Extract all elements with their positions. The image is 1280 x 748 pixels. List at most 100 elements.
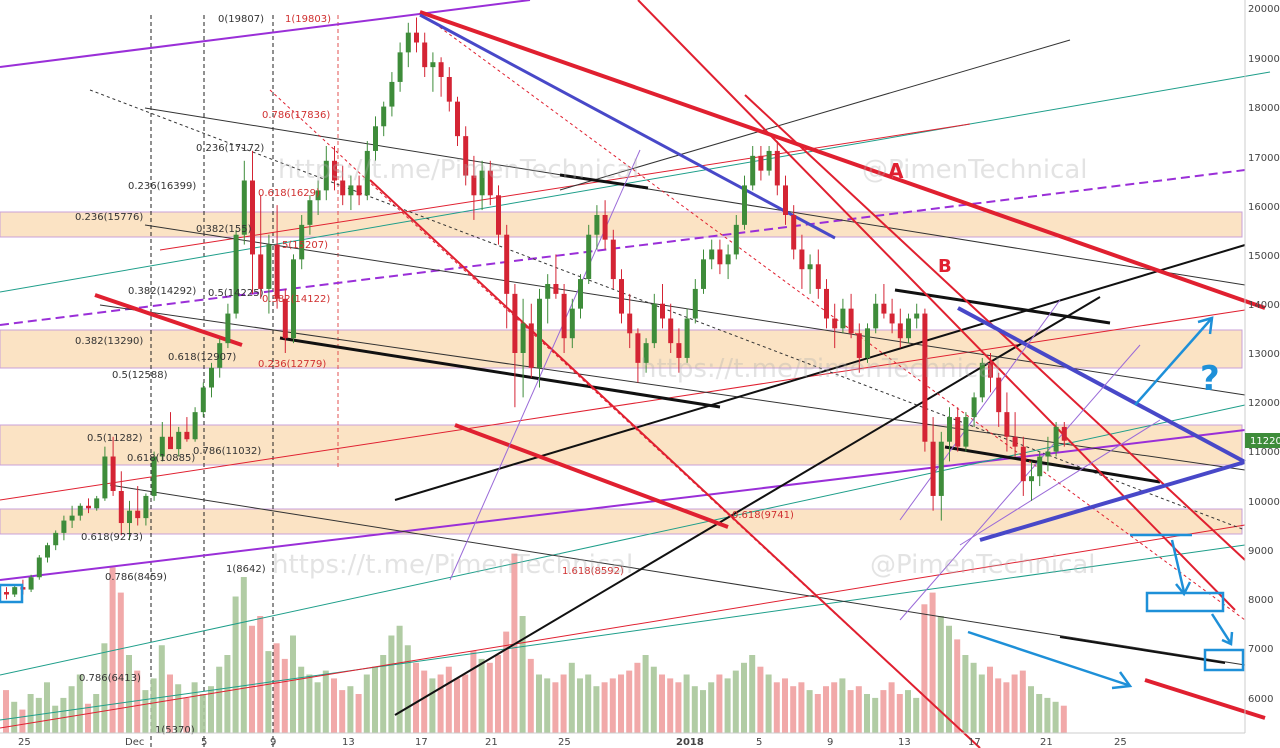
candle-body <box>446 77 452 102</box>
candle-body <box>53 532 59 546</box>
fib-label: 0.786(17836) <box>262 110 330 121</box>
volume-bar <box>601 682 608 733</box>
candle-body <box>159 436 165 457</box>
candle-body <box>610 239 616 280</box>
candle-body <box>86 505 91 509</box>
candle-body <box>389 81 395 107</box>
price-tick: 15000 <box>1248 251 1280 262</box>
fib-label: 1.618(8592) <box>562 566 624 577</box>
candle-body <box>938 441 944 496</box>
volume-bar <box>716 674 723 733</box>
candle-body <box>233 234 239 314</box>
candle-body <box>299 224 305 260</box>
fib-label: 0.5(12588) <box>112 370 168 381</box>
volume-bar <box>970 662 977 733</box>
candle-body <box>438 62 444 77</box>
candle-body <box>364 150 370 196</box>
candle-body <box>815 264 821 289</box>
price-tick: 18000 <box>1248 103 1280 114</box>
volume-bar <box>503 631 510 733</box>
candle-body <box>471 175 477 196</box>
candle-body <box>135 510 141 519</box>
volume-bar <box>667 678 674 733</box>
candle-body <box>733 224 739 255</box>
volume-bar <box>11 701 18 733</box>
candle-body <box>340 180 346 196</box>
candle-body <box>701 259 706 289</box>
candle-body <box>1053 426 1059 452</box>
fib-label: 0.618(9741) <box>732 510 794 521</box>
volume-bar <box>380 655 387 733</box>
candle-body <box>405 32 411 53</box>
volume-bar <box>191 682 198 733</box>
volume-bar <box>987 666 993 733</box>
candle-body <box>922 313 928 442</box>
candle-body <box>897 323 903 339</box>
volume-bar <box>593 686 600 733</box>
volume-bar <box>486 662 493 733</box>
volume-bar <box>249 625 255 733</box>
candle-body <box>274 244 280 299</box>
candle-body <box>77 505 83 516</box>
candle-body <box>832 318 838 329</box>
candle-body <box>1029 476 1034 482</box>
volume-bar <box>814 694 821 733</box>
candle-body <box>1012 436 1018 447</box>
volume-bar <box>257 616 264 733</box>
candle-body <box>906 318 911 339</box>
candle-body <box>578 279 583 309</box>
fib-label: 0.786(11032) <box>193 446 261 457</box>
candle-body <box>496 195 501 235</box>
candle-body <box>168 436 173 450</box>
candle-body <box>487 170 493 196</box>
volume-bar <box>823 686 829 733</box>
candle-body <box>979 362 985 398</box>
volume-bar <box>314 682 321 733</box>
volume-bar <box>675 682 682 733</box>
time-tick: 17 <box>968 737 981 748</box>
candle-body <box>332 160 337 181</box>
volume-bar <box>962 655 969 733</box>
time-tick: 21 <box>485 737 498 748</box>
time-tick: 5 <box>756 737 762 748</box>
time-tick: 21 <box>1040 737 1053 748</box>
price-tick: 14000 <box>1248 300 1280 311</box>
volume-bar <box>724 678 731 733</box>
candle-body <box>1045 451 1051 457</box>
volume-bar <box>199 694 206 733</box>
volume-bar <box>585 674 592 733</box>
candle-body <box>430 62 436 68</box>
volume-bar <box>995 678 1002 733</box>
candle-body <box>118 491 124 524</box>
candle-body <box>684 318 690 358</box>
volume-bar <box>642 655 649 733</box>
candle-body <box>996 377 1002 413</box>
candle-body <box>537 298 542 368</box>
volume-bar <box>650 666 657 733</box>
volume-bar <box>929 592 936 733</box>
fib-label: 0(19807) <box>218 14 264 25</box>
price-tick: 7000 <box>1248 644 1273 655</box>
volume-bar <box>855 686 862 733</box>
fib-labels: 0(19807) 1(19803) 0.786(17836) 0.236(171… <box>75 14 794 736</box>
volume-bar <box>27 694 34 733</box>
candle-body <box>209 367 214 388</box>
candle-body <box>250 180 255 255</box>
candle-body <box>635 333 641 363</box>
candle-body <box>225 313 231 344</box>
time-tick: 2018 <box>676 737 704 748</box>
fib-label: 5(15207) <box>282 240 328 251</box>
fib-label: 0.236(17172) <box>196 143 264 154</box>
volume-bar <box>544 678 551 733</box>
volume-bar <box>208 686 214 733</box>
candle-body <box>45 545 50 558</box>
volume-bar <box>265 651 272 733</box>
volume-bar <box>527 658 534 733</box>
candle-body <box>717 249 723 265</box>
volume-bar <box>117 592 124 733</box>
candle-body <box>881 303 887 314</box>
volume-bar <box>339 690 346 733</box>
candle-body <box>651 303 657 344</box>
volume-bar <box>864 694 870 733</box>
